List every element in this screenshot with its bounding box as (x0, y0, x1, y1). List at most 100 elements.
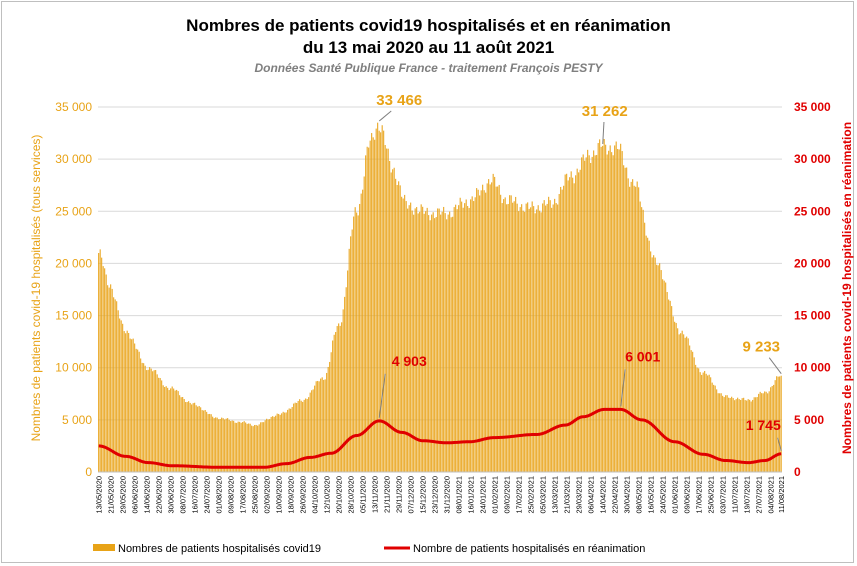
x-tick-label: 15/12/2020 (418, 476, 427, 514)
bar (605, 144, 607, 472)
bar (218, 419, 220, 472)
bar (495, 186, 497, 472)
legend-label-bars: Nombres de patients hospitalisés covid19 (118, 543, 321, 555)
bar (393, 167, 395, 472)
bar (225, 418, 227, 472)
bar (237, 421, 239, 472)
y-left-tick-label: 5 000 (62, 413, 92, 427)
bar (386, 148, 388, 472)
bar (611, 152, 613, 473)
x-tick-label: 27/07/2021 (754, 476, 763, 514)
bar (335, 332, 337, 472)
bar (215, 417, 217, 472)
bar (372, 137, 374, 473)
bar (564, 174, 566, 472)
bar (645, 235, 647, 472)
bar (690, 350, 692, 472)
bar (653, 255, 655, 472)
bar (765, 391, 767, 472)
bar (474, 197, 476, 473)
bar (582, 154, 584, 472)
bar (567, 180, 569, 473)
bar (683, 334, 685, 472)
bar (452, 216, 454, 472)
x-tick-label: 29/11/2020 (394, 476, 403, 513)
bar (318, 381, 320, 472)
bar (332, 340, 334, 472)
bar (593, 150, 595, 472)
bar (164, 387, 166, 472)
bar (575, 175, 577, 472)
bar (545, 205, 547, 472)
bar (558, 193, 560, 472)
bar (410, 202, 412, 473)
bar (576, 168, 578, 472)
bar (678, 334, 680, 472)
bar (288, 408, 290, 472)
bar (522, 210, 524, 472)
y-right-tick-label: 35 000 (794, 100, 831, 114)
bar (116, 301, 118, 472)
bar (440, 214, 442, 472)
bar (177, 391, 179, 472)
bar (264, 420, 266, 472)
bar (663, 280, 665, 472)
bar (581, 157, 583, 472)
legend-label-line: Nombre de patients hospitalisés en réani… (413, 543, 645, 555)
bar (312, 389, 314, 472)
bar (278, 413, 280, 472)
bar (501, 203, 503, 472)
bar (195, 405, 197, 472)
bar (698, 368, 700, 472)
bar (357, 215, 359, 472)
x-tick-label: 24/01/2021 (478, 476, 487, 514)
bar (360, 193, 362, 472)
bar (285, 412, 287, 472)
bar (747, 399, 749, 472)
y-left-tick-label: 15 000 (55, 309, 92, 323)
bar (461, 201, 463, 472)
bar (192, 403, 194, 472)
bar (219, 419, 221, 472)
bar (213, 418, 215, 472)
bar (399, 185, 401, 473)
bar (137, 349, 139, 472)
x-tick-label: 24/05/2021 (658, 476, 667, 514)
bar (728, 397, 730, 472)
bar (437, 208, 439, 472)
bar (578, 172, 580, 472)
bar (419, 211, 421, 472)
bar (113, 297, 115, 472)
bar-series (98, 122, 782, 473)
bar (171, 386, 173, 472)
bar (279, 414, 281, 472)
x-tick-label: 05/03/2021 (538, 476, 547, 514)
bar (528, 208, 530, 472)
x-tick-label: 25/08/2020 (250, 476, 259, 514)
bar (377, 122, 379, 473)
bar (746, 400, 748, 472)
bar (150, 368, 152, 472)
bar (674, 321, 676, 472)
bar (120, 320, 122, 472)
bar (572, 177, 574, 472)
x-tick-label: 05/11/2020 (358, 476, 367, 513)
bar (153, 370, 155, 472)
bar (701, 374, 703, 472)
bar (221, 417, 223, 472)
bar (378, 130, 380, 472)
bar (108, 287, 110, 472)
bar (723, 397, 725, 472)
x-tick-label: 01/08/2020 (214, 476, 223, 514)
bar (270, 416, 272, 472)
bar (651, 257, 653, 472)
bar (384, 145, 386, 473)
bar (299, 399, 301, 472)
bar (413, 214, 415, 472)
bar (345, 287, 347, 472)
bar (509, 195, 511, 473)
x-tick-label: 07/12/2020 (406, 476, 415, 514)
bar (687, 338, 689, 472)
bar (194, 402, 196, 472)
bar (315, 381, 317, 472)
